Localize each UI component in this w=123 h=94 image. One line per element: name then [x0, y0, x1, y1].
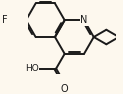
Text: O: O: [61, 84, 69, 94]
Text: F: F: [2, 15, 8, 25]
Text: N: N: [80, 15, 88, 25]
Text: HO: HO: [25, 64, 39, 73]
